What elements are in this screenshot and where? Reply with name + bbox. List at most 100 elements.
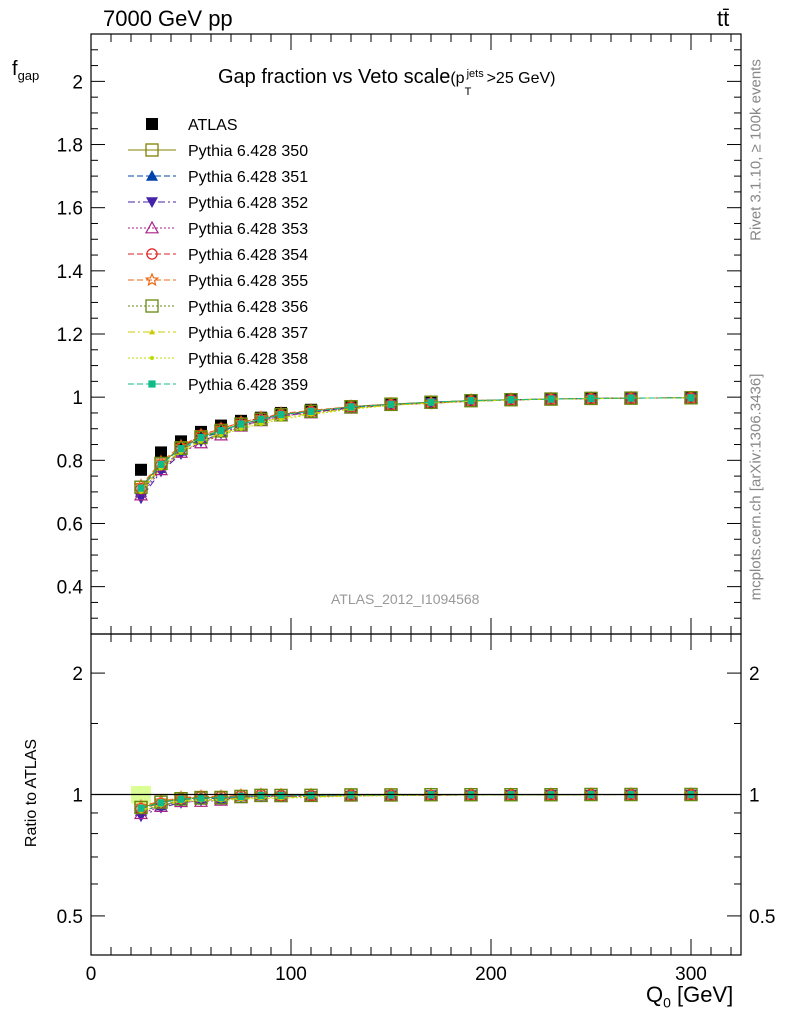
y-tick-label: 0.4 — [57, 578, 84, 599]
legend-marker — [146, 118, 158, 130]
series-s354 — [135, 392, 697, 495]
legend-entry: Pythia 6.428 352 — [128, 195, 308, 212]
legend-label: Pythia 6.428 355 — [188, 273, 308, 290]
data-point — [197, 433, 205, 442]
legend-marker — [146, 197, 158, 208]
legend-entry: Pythia 6.428 357 — [128, 325, 308, 342]
ratio-y-tick-label-right: 0.5 — [749, 907, 775, 928]
header-right: tt̄ — [717, 6, 730, 31]
legend-label: Pythia 6.428 352 — [188, 195, 308, 212]
data-point — [587, 394, 595, 403]
y-axis-label-main: fgap — [12, 58, 40, 83]
ratio-point — [257, 791, 265, 800]
series-line — [140, 397, 692, 488]
header-left: 7000 GeV pp — [103, 6, 233, 31]
legend-marker — [149, 329, 155, 335]
ratio-point — [197, 794, 205, 802]
side-label-mcplots: mcplots.cern.ch [arXiv:1306.3436] — [747, 373, 765, 601]
series-s351 — [135, 391, 697, 497]
legend-label: Pythia 6.428 351 — [188, 169, 308, 186]
series-line — [140, 397, 692, 493]
data-point — [133, 487, 149, 501]
x-tick-label: 100 — [275, 964, 307, 985]
data-point — [467, 397, 475, 405]
watermark: ATLAS_2012_I1094568 — [331, 591, 480, 607]
x-tick-label: 0 — [86, 964, 97, 985]
data-point — [347, 403, 355, 411]
data-point — [387, 400, 395, 409]
data-point — [257, 415, 265, 423]
legend-marker — [146, 170, 158, 181]
x-tick-label: 200 — [475, 964, 507, 985]
series-line — [140, 397, 692, 491]
ratio-y-tick-label-right: 1 — [749, 786, 760, 807]
chart-title: Gap fraction vs Veto scale(p jets T >25 GeV… — [218, 66, 556, 98]
legend-marker — [146, 248, 158, 260]
y-tick-label: 1 — [72, 388, 83, 409]
legend-entry: Pythia 6.428 355 — [128, 272, 308, 290]
side-label-rivet: Rivet 3.1.10, ≥ 100k events — [747, 59, 765, 241]
ratio-point — [177, 795, 185, 803]
data-point — [547, 395, 555, 403]
series-line — [140, 397, 692, 499]
data-point — [278, 417, 284, 422]
legend-label: Pythia 6.428 354 — [188, 247, 308, 264]
ratio-point — [134, 800, 148, 815]
data-point — [307, 407, 315, 415]
legend-marker — [144, 220, 160, 234]
series-s357 — [138, 394, 694, 493]
legend: ATLAS Pythia 6.428 350 Pythia 6.428 351 Pyt… — [128, 117, 308, 394]
series-s352 — [135, 392, 697, 505]
y-tick-label: 0.6 — [57, 514, 83, 535]
series-s356 — [134, 391, 698, 494]
ratio-point — [277, 791, 285, 800]
data-point — [238, 426, 244, 431]
data-point — [177, 445, 185, 453]
legend-marker — [144, 272, 160, 287]
legend-label: Pythia 6.428 350 — [188, 143, 308, 160]
y-tick-label: 1.6 — [57, 199, 83, 220]
series-line — [140, 397, 692, 488]
legend-marker — [145, 143, 159, 157]
series-s359 — [137, 394, 695, 492]
main-panel: 0.4 0.6 0.8 1 1.2 1.4 1.6 1.8 2 — [57, 33, 742, 635]
ratio-point — [137, 804, 145, 812]
data-point — [507, 396, 515, 404]
legend-entry: Pythia 6.428 356 — [128, 299, 308, 316]
series-s358 — [138, 395, 694, 494]
data-point — [193, 435, 209, 449]
series-line — [140, 397, 692, 493]
series-s350 — [134, 391, 698, 494]
legend-label: Pythia 6.428 358 — [188, 351, 308, 368]
legend-marker — [149, 355, 155, 361]
x-axis-label: Q0 [GeV] — [646, 982, 734, 1011]
ratio-y-axis-label: Ratio to ATLAS — [23, 738, 40, 848]
ratio-point — [217, 794, 225, 802]
legend-entry: Pythia 6.428 358 — [128, 351, 308, 368]
data-point — [135, 493, 147, 505]
series-s353 — [133, 390, 699, 501]
y-tick-label: 1.4 — [57, 262, 84, 283]
series-line — [140, 397, 692, 490]
ratio-point — [237, 792, 245, 801]
data-point — [155, 446, 167, 459]
chart-title-main: Gap fraction vs Veto scale — [218, 66, 451, 88]
data-point — [687, 394, 695, 402]
ratio-point — [154, 795, 168, 809]
ratio-panel: 0 100 200 300 0.5 0.5 1 1 2 2 — [57, 633, 775, 985]
ratio-y-tick-label: 0.5 — [57, 907, 83, 928]
series-line — [140, 397, 692, 496]
legend-label: Pythia 6.428 357 — [188, 325, 308, 342]
series-line — [140, 397, 692, 489]
chart-title-suffix: (p jets T >25 GeV) — [450, 68, 556, 98]
series-line — [140, 397, 692, 486]
legend-entry: Pythia 6.428 351 — [128, 169, 308, 186]
data-point — [137, 484, 145, 492]
ratio-point — [157, 799, 165, 807]
data-point — [135, 463, 147, 476]
ratio-y-tick-label-right: 2 — [749, 664, 760, 685]
y-tick-label: 0.8 — [57, 451, 83, 472]
data-point — [217, 427, 225, 435]
x-tick-label: 300 — [675, 964, 707, 985]
